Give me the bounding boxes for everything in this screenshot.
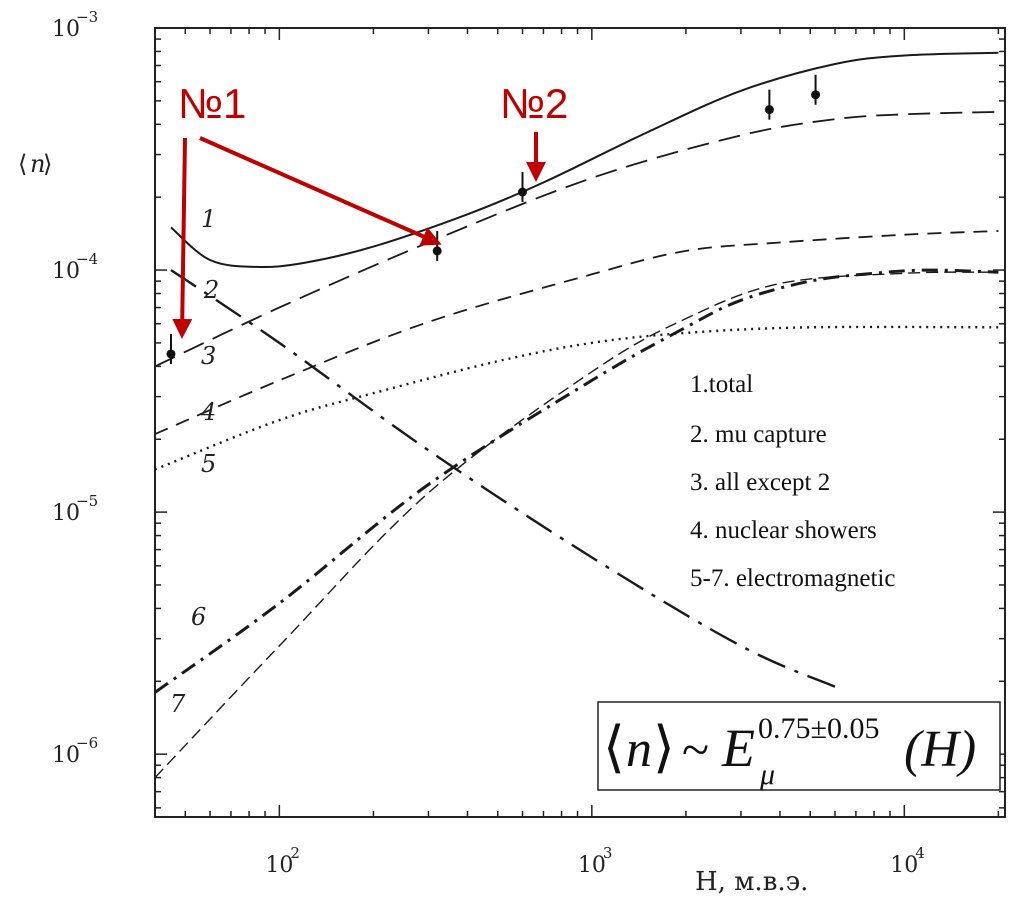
data-point-2 (432, 246, 442, 256)
curve-label-6: 6 (191, 603, 206, 631)
legend-entry-4: 4. nuclear showers (690, 517, 877, 544)
series-curves (154, 51, 999, 779)
series-curve-2 (154, 111, 999, 368)
y-tick-exponent: −6 (76, 734, 98, 752)
data-point-1 (166, 349, 176, 359)
y-tick-label: 10 (52, 259, 80, 284)
formula-argument: (H) (904, 721, 976, 778)
formula-bracket-left: ⟨ (603, 715, 625, 780)
series-curve-6 (154, 268, 999, 694)
legend: 1.total 2. mu capture 3. all except 2 4.… (690, 371, 895, 592)
formula-bracket-right: ⟩ (653, 715, 675, 780)
x-tick-exponent: 2 (290, 844, 300, 862)
curve-label-3: 3 (201, 342, 216, 370)
annotation-2: №2 (500, 80, 568, 182)
x-tick-exponent: 3 (603, 844, 613, 862)
svg-text:⟩: ⟩ (43, 150, 52, 178)
y-axis-title: ⟨ n ⟩ (18, 150, 52, 178)
curve-label-4: 4 (200, 398, 216, 426)
legend-entry-1: 1.total (690, 371, 753, 398)
svg-text:⟨: ⟨ (18, 150, 27, 178)
series-curve-3 (154, 230, 999, 435)
y-tick-exponent: −4 (76, 250, 98, 268)
formula-box: ⟨ n ⟩ ~ E 0.75±0.05 μ (H) (597, 701, 1001, 791)
x-tick-exponent: 4 (915, 844, 925, 862)
y-tick-label: 10 (52, 501, 80, 526)
data-point-4 (764, 105, 774, 115)
formula-subscript: μ (759, 758, 775, 791)
series-curve-1 (170, 51, 999, 269)
formula-n: n (626, 721, 652, 778)
legend-entry-2: 2. mu capture (690, 421, 827, 448)
curve-label-2: 2 (203, 276, 219, 304)
data-points (166, 74, 821, 364)
y-tick-exponent: −3 (76, 8, 98, 26)
formula-base: E (721, 718, 755, 778)
y-tick-label: 10 (52, 17, 80, 42)
y-tick-exponent: −5 (76, 492, 98, 510)
series-curve-5 (154, 325, 999, 471)
x-tick-label: 10 (265, 853, 293, 878)
curve-label-5: 5 (201, 450, 216, 478)
formula-frame (597, 701, 1001, 791)
x-tick-label: 10 (890, 853, 918, 878)
svg-text:n: n (30, 150, 45, 178)
x-tick-label: 10 (578, 853, 606, 878)
formula-sim: ~ (682, 721, 709, 777)
legend-entry-3: 3. all except 2 (690, 469, 830, 496)
series-curve-4 (170, 269, 836, 688)
annotation-label-2: №2 (500, 80, 568, 127)
x-axis-title: H, м.в.э. (695, 867, 808, 897)
annotation-arrow-1a (172, 137, 193, 339)
curve-label-1: 1 (201, 205, 216, 233)
curve-labels: 1 2 3 4 5 6 7 (170, 205, 219, 718)
y-tick-label: 10 (52, 743, 80, 768)
annotation-1: №1 (172, 80, 442, 339)
annotation-arrow-1b (199, 136, 442, 246)
data-point-3 (518, 187, 528, 197)
annotation-label-1: №1 (178, 80, 246, 127)
data-point-5 (811, 90, 821, 100)
legend-entry-5: 5-7. electromagnetic (690, 565, 895, 592)
formula-superscript: 0.75±0.05 (758, 712, 879, 745)
series-curve-7 (154, 271, 999, 779)
curve-label-7: 7 (170, 690, 186, 718)
plot-frame (154, 27, 1006, 818)
